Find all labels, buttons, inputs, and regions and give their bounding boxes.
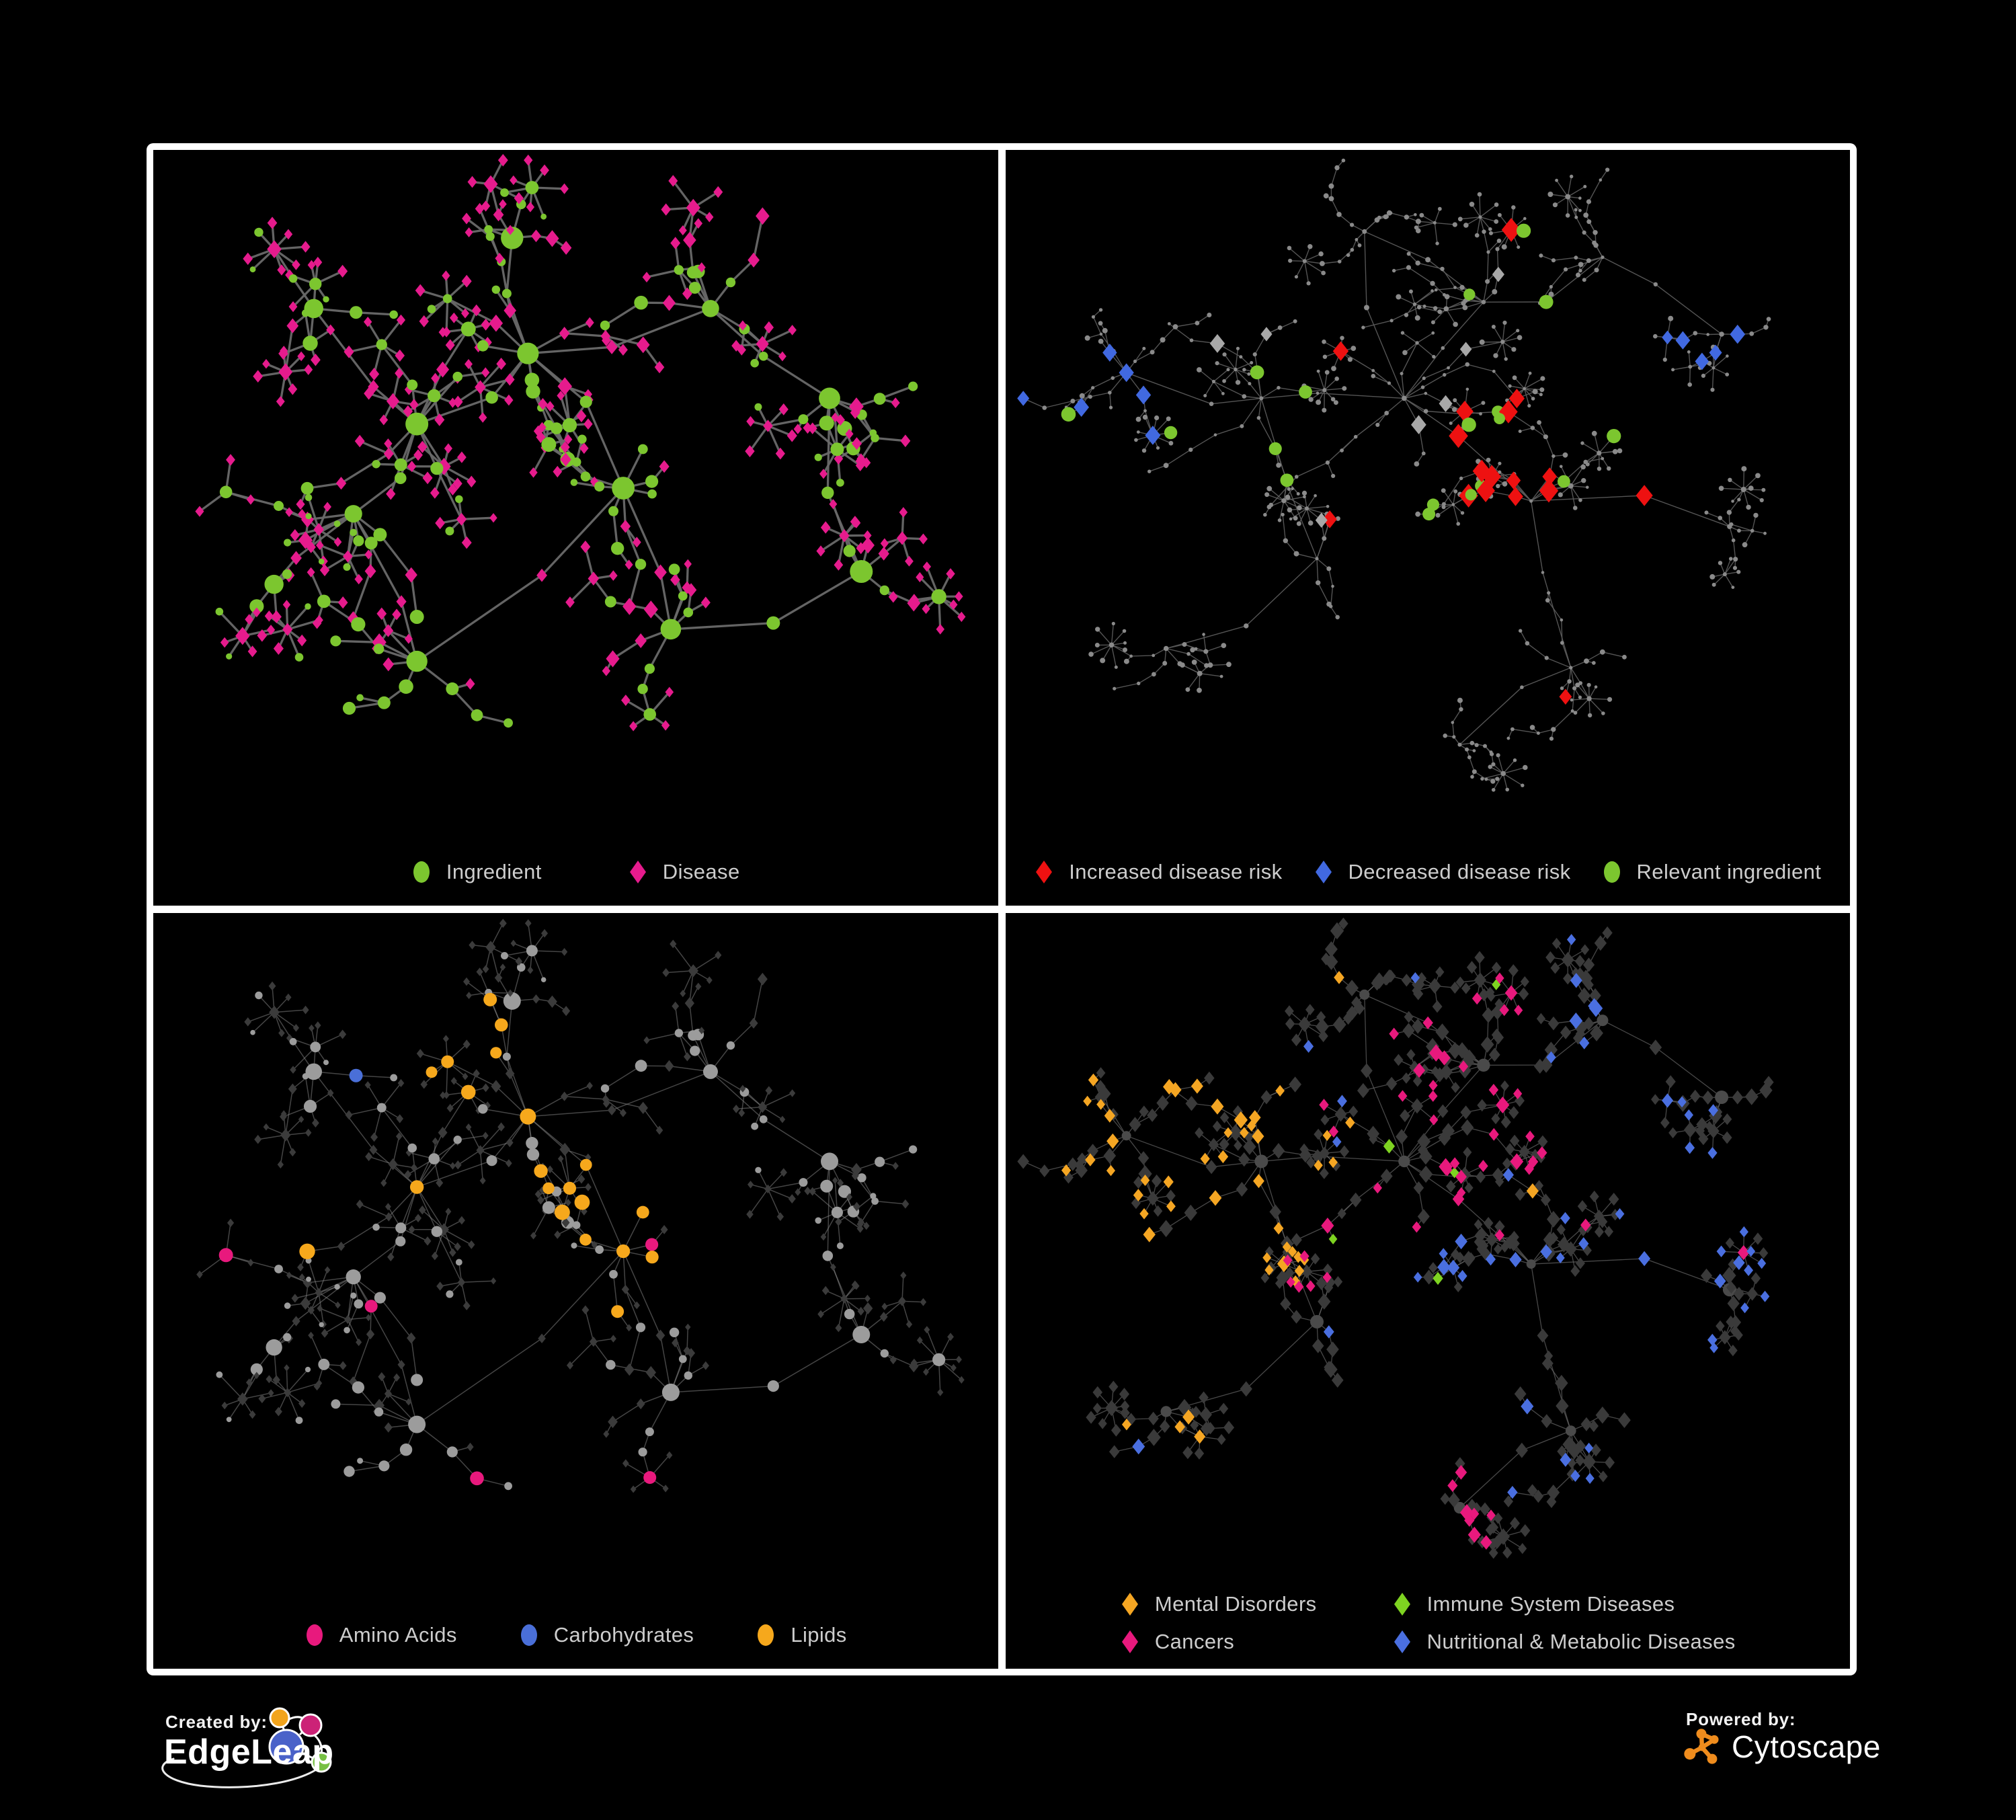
- cytoscape-wordmark: Cytoscape: [1732, 1729, 1881, 1764]
- legend-item-immune-system-diseases: Immune System Diseases: [1392, 1591, 1675, 1618]
- legend-item-nutritional-metabolic-diseases: Nutritional & Metabolic Diseases: [1392, 1628, 1736, 1655]
- diamond-swatch-icon: [1036, 861, 1053, 883]
- legend-item-increased-disease-risk: Increased disease risk: [1034, 859, 1282, 885]
- ingredient-disease-legend: Ingredient Disease: [153, 859, 998, 885]
- legend-label: Relevant ingredient: [1636, 860, 1822, 883]
- legend-label: Amino Acids: [339, 1623, 457, 1647]
- legend-label: Lipids: [791, 1623, 847, 1647]
- legend-label: Increased disease risk: [1069, 860, 1283, 883]
- legend-item-lipids: Lipids: [756, 1622, 846, 1649]
- nutrient-class-legend: Amino Acids Carbohydrates Lipids: [153, 1622, 998, 1649]
- cytoscape-network-icon: [1684, 1729, 1719, 1764]
- panel-nutrient-class: Amino Acids Carbohydrates Lipids: [153, 913, 998, 1669]
- disease-risk-legend: Increased disease risk Decreased disease …: [1006, 859, 1851, 885]
- diamond-swatch-icon: [1394, 1630, 1410, 1653]
- edgeleap-wordmark: EdgeLeap: [164, 1733, 334, 1772]
- legend-label: Disease: [662, 860, 740, 883]
- disease-risk-graph: [1016, 158, 1771, 792]
- panel-ingredient-disease: Ingredient Disease: [153, 150, 998, 906]
- ingredient-disease-graph: [195, 154, 966, 731]
- circle-swatch-icon: [520, 1624, 537, 1646]
- diamond-swatch-icon: [1394, 1593, 1410, 1616]
- legend-item-amino-acids: Amino Acids: [305, 1622, 457, 1649]
- legend-item-disease: Disease: [628, 859, 740, 885]
- diamond-swatch-icon: [629, 861, 646, 883]
- created-by-label: Created by:: [165, 1712, 268, 1732]
- legend-label: Ingredient: [446, 860, 542, 883]
- panel-disease-class: Mental Disorders Cancers Immune System Dis…: [1005, 913, 1851, 1669]
- cytoscape-logo: Cytoscape: [1681, 1725, 1881, 1768]
- diamond-swatch-icon: [1315, 861, 1332, 883]
- disease-class-legend: Mental Disorders Cancers Immune System Dis…: [1006, 1591, 1851, 1655]
- edgeleap-logo: EdgeLeap: [153, 1700, 375, 1801]
- legend-label: Carbohydrates: [553, 1623, 694, 1647]
- disease-class-graph: [1016, 917, 1774, 1559]
- legend-item-carbohydrates: Carbohydrates: [519, 1622, 694, 1649]
- legend-label: Nutritional & Metabolic Diseases: [1426, 1630, 1736, 1653]
- edgeleap-network-icon: [161, 1707, 332, 1788]
- circle-swatch-icon: [758, 1624, 774, 1646]
- legend-label: Mental Disorders: [1154, 1592, 1317, 1616]
- four-panel-network-grid: Ingredient Disease Increased disease risk…: [147, 143, 1857, 1675]
- legend-label: Immune System Diseases: [1426, 1592, 1675, 1616]
- powered-by-label: Powered by:: [1686, 1709, 1796, 1729]
- legend-item-mental-disorders: Mental Disorders: [1120, 1591, 1317, 1618]
- legend-item-cancers: Cancers: [1120, 1628, 1234, 1655]
- diamond-swatch-icon: [1121, 1630, 1138, 1653]
- panel-disease-risk: Increased disease risk Decreased disease …: [1005, 150, 1851, 906]
- legend-item-decreased-disease-risk: Decreased disease risk: [1314, 859, 1571, 885]
- circle-swatch-icon: [1603, 861, 1620, 883]
- legend-label: Decreased disease risk: [1348, 860, 1571, 883]
- legend-item-relevant-ingredient: Relevant ingredient: [1602, 859, 1822, 885]
- circle-swatch-icon: [413, 861, 430, 883]
- legend-item-ingredient: Ingredient: [411, 859, 542, 885]
- diamond-swatch-icon: [1121, 1593, 1138, 1616]
- nutrient-class-graph: [196, 918, 965, 1493]
- legend-label: Cancers: [1154, 1630, 1235, 1653]
- circle-swatch-icon: [306, 1624, 323, 1646]
